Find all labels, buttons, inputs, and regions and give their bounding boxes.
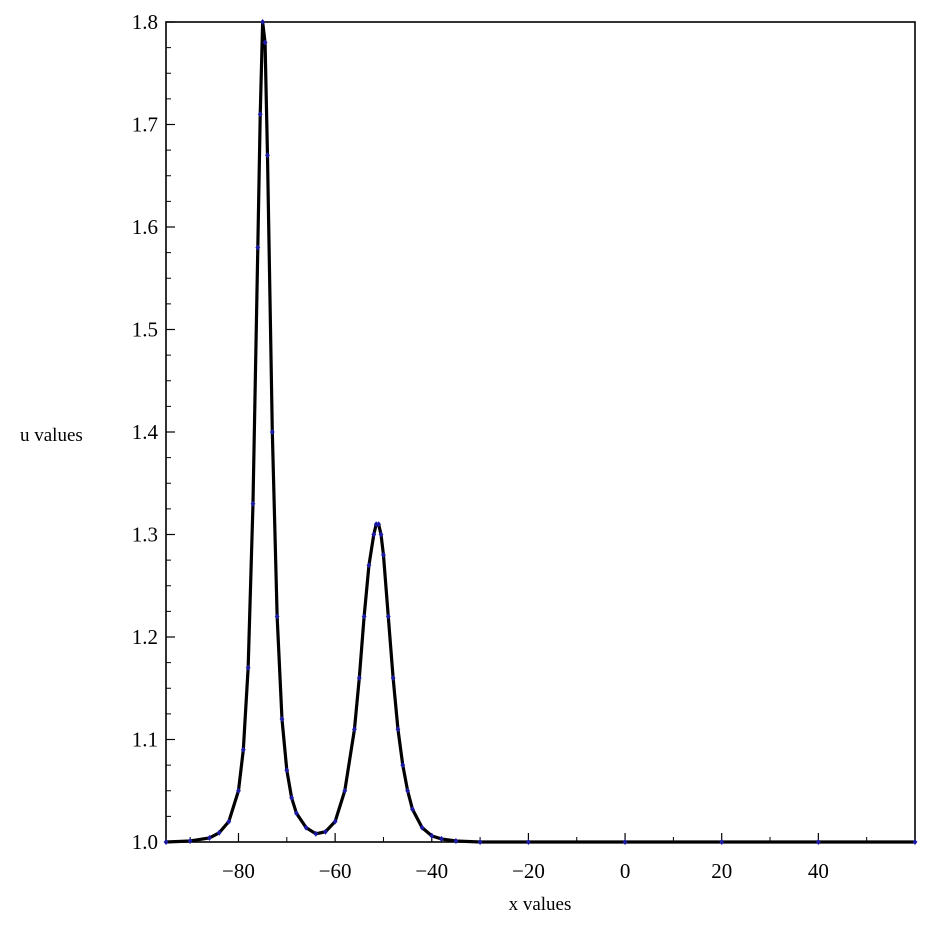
data-point bbox=[378, 531, 384, 538]
data-point bbox=[207, 834, 212, 841]
data-point bbox=[912, 839, 918, 845]
x-axis: −80 −60 −40 −20 0 20 40 bbox=[189, 833, 868, 883]
y-tick-label: 1.3 bbox=[132, 523, 158, 547]
data-point bbox=[453, 837, 459, 844]
data-point bbox=[815, 839, 821, 845]
data-point bbox=[622, 839, 628, 845]
y-axis: 1.0 1.1 1.2 1.3 1.4 1.5 1.6 1.7 1.8 bbox=[132, 10, 175, 854]
data-point bbox=[255, 244, 261, 251]
data-point bbox=[410, 806, 415, 813]
x-tick-label: 0 bbox=[620, 859, 631, 883]
x-tick-label: 20 bbox=[711, 859, 732, 883]
x-tick-label: 40 bbox=[808, 859, 829, 883]
y-tick-label: 1.0 bbox=[132, 830, 158, 854]
data-point bbox=[257, 111, 263, 118]
data-point bbox=[284, 767, 290, 774]
data-point bbox=[262, 39, 268, 46]
x-tick-label: −20 bbox=[512, 859, 545, 883]
data-point bbox=[269, 429, 275, 435]
data-point bbox=[405, 787, 411, 794]
data-point bbox=[240, 746, 246, 753]
data-point bbox=[294, 810, 299, 817]
y-tick-label: 1.6 bbox=[132, 215, 158, 239]
data-point bbox=[236, 787, 241, 794]
data-point bbox=[373, 521, 379, 528]
data-point bbox=[265, 152, 270, 159]
data-point bbox=[361, 613, 367, 620]
data-point bbox=[226, 818, 232, 825]
y-tick-label: 1.4 bbox=[132, 420, 159, 444]
data-point bbox=[400, 762, 406, 769]
data-point bbox=[356, 675, 362, 681]
data-point bbox=[390, 675, 396, 681]
data-point bbox=[429, 832, 435, 839]
data-point bbox=[719, 839, 725, 845]
data-point bbox=[395, 726, 401, 733]
y-tick-label: 1.1 bbox=[132, 728, 158, 752]
data-point bbox=[245, 664, 251, 671]
data-point bbox=[371, 531, 377, 538]
plot-frame bbox=[165, 21, 916, 843]
data-point bbox=[342, 787, 348, 794]
data-point bbox=[187, 837, 193, 844]
data-point bbox=[366, 562, 372, 569]
series-layer bbox=[163, 19, 918, 845]
y-tick-label: 1.7 bbox=[132, 113, 158, 137]
y-tick-label: 1.5 bbox=[132, 318, 158, 342]
data-point bbox=[250, 500, 256, 507]
x-tick-label: −80 bbox=[222, 859, 255, 883]
data-point bbox=[289, 794, 295, 801]
series-line bbox=[165, 20, 915, 844]
data-point bbox=[419, 824, 425, 831]
data-point bbox=[279, 716, 285, 722]
x-tick-label: −60 bbox=[319, 859, 352, 883]
data-point bbox=[163, 839, 169, 845]
data-point bbox=[260, 19, 266, 25]
data-point bbox=[313, 830, 319, 837]
data-point bbox=[332, 818, 338, 825]
data-point bbox=[385, 613, 391, 620]
data-point bbox=[216, 829, 222, 836]
data-point bbox=[439, 835, 444, 842]
data-point bbox=[323, 828, 328, 835]
data-point bbox=[526, 839, 531, 845]
x-tick-label: −40 bbox=[415, 859, 448, 883]
data-point bbox=[381, 552, 386, 558]
data-point bbox=[477, 839, 483, 845]
data-point bbox=[376, 521, 382, 528]
data-point bbox=[303, 824, 309, 831]
y-axis-title: u values bbox=[20, 425, 83, 446]
y-tick-label: 1.2 bbox=[132, 625, 158, 649]
x-axis-title: x values bbox=[509, 894, 572, 915]
data-point bbox=[352, 726, 357, 733]
y-tick-label: 1.8 bbox=[132, 10, 158, 34]
data-point bbox=[274, 613, 280, 620]
